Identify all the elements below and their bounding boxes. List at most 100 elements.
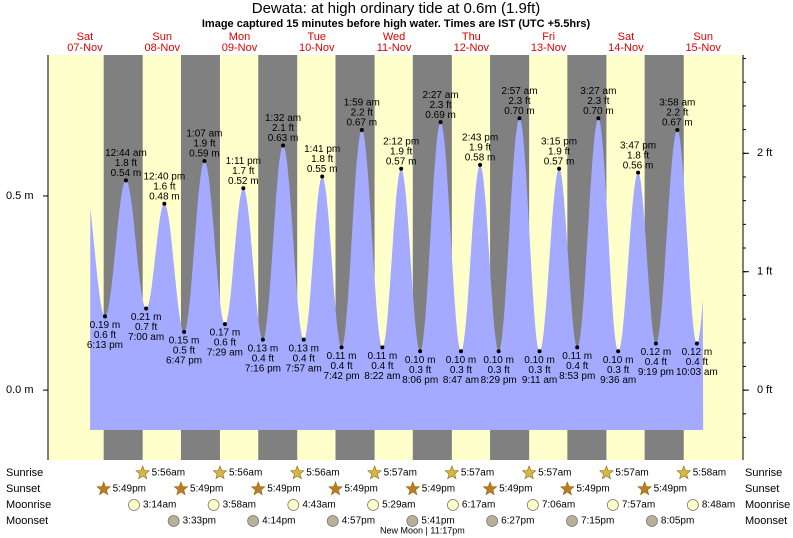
row-time: 5:56am — [152, 468, 185, 479]
row-time: 6:17am — [462, 500, 495, 511]
y2-tick-label: 0 ft — [757, 384, 772, 396]
tide-point — [438, 120, 443, 125]
row-time: 7:15pm — [581, 516, 614, 527]
tide-point — [301, 337, 306, 342]
sunset-icon — [250, 481, 266, 496]
tide-point — [537, 349, 542, 354]
sunset-icon — [173, 481, 189, 496]
moonset-icon — [167, 515, 180, 527]
tide-point — [182, 329, 187, 334]
tide-label: 0.3 ft — [409, 365, 431, 376]
day-date: 10-Nov — [299, 42, 335, 54]
sunrise-icon — [212, 465, 228, 480]
tide-point — [694, 341, 699, 346]
moonset-icon — [566, 515, 578, 527]
tide-label: 0.55 m — [307, 164, 338, 175]
tide-label: 0.48 m — [149, 191, 180, 202]
y-tick-label: 0.5 m — [6, 190, 34, 202]
day-name: Tue — [308, 31, 327, 43]
tide-label: 1.8 ft — [115, 158, 137, 169]
tide-label: 0.17 m — [210, 328, 241, 339]
moonrise-icon — [207, 499, 220, 511]
tide-label: 3:27 am — [580, 86, 616, 97]
tide-label: 0.15 m — [169, 336, 200, 347]
row-label: Sunset — [745, 483, 779, 495]
tide-label: 9:36 am — [600, 375, 636, 386]
tide-label: 0.12 m — [641, 347, 672, 358]
row-label: Moonset — [6, 515, 48, 527]
tide-label: 0.10 m — [446, 355, 477, 366]
tide-point — [260, 337, 265, 342]
tide-point — [458, 349, 463, 354]
tide-point — [281, 143, 286, 148]
tide-point — [123, 178, 128, 183]
tide-label: 0.13 m — [248, 343, 279, 354]
tide-label: 2.3 ft — [587, 96, 609, 107]
tide-label: 0.11 m — [562, 351, 592, 362]
row-time: 5:49pm — [422, 484, 455, 495]
tide-label: 0.54 m — [111, 168, 142, 179]
tide-label: 0.10 m — [483, 355, 514, 366]
sunrise-icon — [135, 465, 151, 480]
tide-point — [241, 186, 246, 191]
row-time: 5:49pm — [576, 484, 609, 495]
day-name: Mon — [229, 31, 250, 43]
row-time: 4:43am — [302, 500, 335, 511]
tide-label: 0.3 ft — [528, 365, 550, 376]
row-time: 5:49pm — [113, 484, 146, 495]
tide-label: 8:06 pm — [402, 375, 438, 386]
chart-title: Dewata: at high ordinary tide at 0.6m (1… — [252, 0, 540, 17]
tide-label: 8:47 am — [443, 375, 479, 386]
tide-label: 7:29 am — [207, 348, 243, 359]
chart-subtitle: Image captured 15 minutes before high wa… — [202, 18, 591, 30]
tide-label: 1.8 ft — [311, 154, 333, 165]
tide-label: 0.69 m — [425, 110, 456, 121]
moonrise-icon — [447, 499, 459, 511]
moonrise-icon — [287, 499, 300, 511]
row-time: 5:56am — [229, 468, 262, 479]
row-time: 5:56am — [306, 468, 339, 479]
tide-label: 0.11 m — [367, 351, 397, 362]
tide-label: 3:15 pm — [541, 136, 577, 147]
tide-point — [517, 116, 522, 121]
tide-point — [675, 127, 680, 132]
tide-label: 8:29 pm — [481, 375, 517, 386]
day-name: Sat — [618, 31, 635, 43]
tide-label: 1:41 pm — [304, 144, 340, 155]
tide-label: 1:59 am — [344, 98, 380, 109]
tide-point — [380, 345, 385, 350]
tide-label: 0.10 m — [405, 355, 436, 366]
tide-point — [202, 159, 207, 164]
tide-label: 7:16 pm — [245, 363, 281, 374]
tide-label: 1:11 pm — [226, 156, 261, 167]
row-label: Sunrise — [745, 467, 782, 479]
tide-label: 2:27 am — [423, 90, 459, 101]
tide-label: 0.70 m — [504, 106, 535, 117]
tide-label: 1.8 ft — [627, 150, 649, 161]
row-time: 8:05pm — [661, 516, 694, 527]
tide-label: 12:44 am — [105, 148, 147, 159]
sunrise-icon — [444, 465, 460, 480]
tide-label: 0.63 m — [268, 133, 299, 144]
tide-label: 0.10 m — [603, 355, 634, 366]
tide-label: 9:19 pm — [638, 367, 674, 378]
sunset-icon — [559, 481, 575, 496]
day-date: 07-Nov — [67, 42, 103, 54]
moonset-icon — [486, 515, 499, 527]
tide-label: 0.10 m — [524, 355, 555, 366]
tide-point — [596, 116, 601, 121]
tide-label: 0.19 m — [90, 320, 121, 331]
tide-point — [222, 322, 227, 327]
tide-label: 0.11 m — [327, 351, 357, 362]
tide-point — [653, 341, 658, 346]
row-label: Moonrise — [6, 499, 51, 511]
tide-point — [359, 127, 364, 132]
tide-label: 0.6 ft — [94, 330, 116, 341]
tide-label: 6:13 pm — [87, 340, 123, 351]
tide-point — [496, 349, 501, 354]
row-label: Sunrise — [6, 467, 43, 479]
tide-label: 0.67 m — [347, 118, 378, 129]
tide-point — [636, 170, 641, 175]
tide-label: 0.21 m — [131, 312, 162, 323]
